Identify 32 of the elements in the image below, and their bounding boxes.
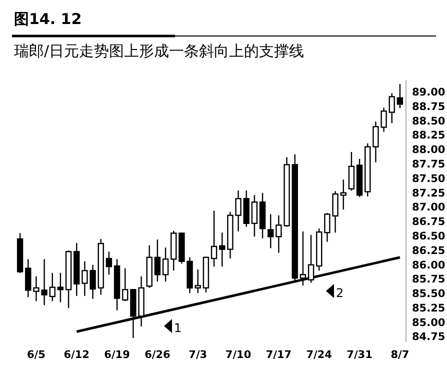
xtick: 7/31	[346, 349, 372, 361]
annotation: 1	[174, 321, 182, 335]
ytick: 87.25	[412, 187, 446, 200]
ytick: 88.00	[412, 144, 446, 156]
xtick: 6/19	[104, 349, 130, 361]
ytick: 86.50	[412, 230, 446, 242]
ytick: 86.25	[412, 244, 446, 257]
ytick: 89.00	[412, 86, 446, 99]
ytick: 88.75	[412, 100, 446, 113]
ytick: 86.75	[412, 216, 446, 228]
xtick: 6/12	[64, 349, 90, 361]
xtick: 8/7	[390, 349, 410, 361]
ytick: 86.00	[412, 259, 446, 272]
xtick: 6/26	[144, 349, 170, 361]
xtick: 7/3	[188, 349, 208, 361]
xtick: 6/5	[26, 349, 46, 361]
ytick: 85.00	[412, 316, 446, 329]
ytick: 88.25	[412, 130, 446, 142]
xtick: 7/17	[266, 349, 292, 361]
annotation: 2	[336, 286, 344, 300]
ytick: 87.00	[412, 202, 446, 214]
xtick: 7/10	[225, 349, 252, 361]
ytick: 87.75	[412, 158, 446, 170]
ytick: 85.75	[412, 274, 446, 286]
ytick: 85.50	[412, 288, 446, 300]
title: 图14. 12	[14, 10, 82, 28]
xtick: 7/24	[306, 349, 332, 361]
ytick: 85.25	[412, 302, 446, 314]
ytick: 87.50	[412, 172, 446, 185]
ytick: 84.75	[412, 331, 446, 344]
subtitle: 瑞郎/日元走势图上形成一条斜向上的支撑线	[14, 42, 304, 60]
ytick: 88.50	[412, 115, 446, 128]
